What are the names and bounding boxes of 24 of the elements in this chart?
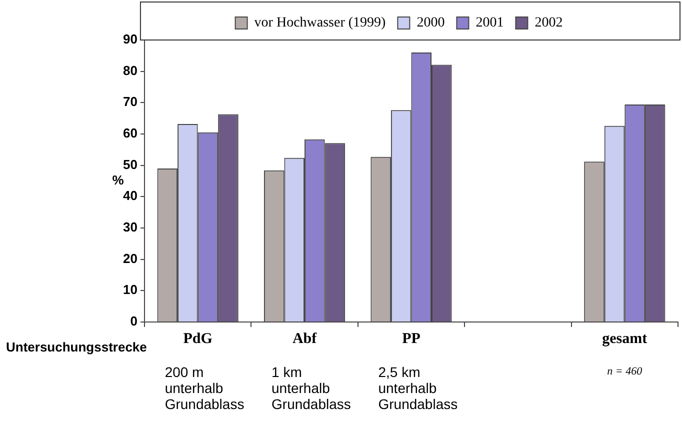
y-tick-label: 10 — [122, 282, 138, 298]
y-tick-label: 0 — [130, 314, 138, 329]
y-tick-label: 60 — [122, 126, 138, 141]
x-tick-label: Abf — [292, 330, 318, 347]
y-tick-label: 20 — [122, 250, 138, 266]
legend-label: 2002 — [534, 16, 563, 31]
x-tick-label: gesamt — [602, 330, 648, 347]
y-tick-label: 80 — [122, 62, 138, 78]
y-tick-label: 40 — [122, 188, 138, 204]
x-tick-label: PP — [402, 330, 420, 347]
y-tick-label: 70 — [122, 94, 138, 110]
text: 2,5 km unterhalb Grundablass — [378, 364, 458, 412]
y-axis-title: % — [112, 172, 124, 188]
legend-label: 2001 — [476, 16, 504, 31]
y-tick-label: 90 — [122, 32, 138, 47]
x-tick-label: PdG — [183, 330, 213, 347]
legend-label: 2000 — [416, 16, 445, 31]
x-axis-title: Untersuchungsstrecke — [6, 340, 147, 355]
text: 200 m unterhalb Grundablass — [164, 364, 244, 412]
text: 1 km unterhalb Grundablass — [272, 364, 351, 412]
legend-label: vor Hochwasser (1999) — [254, 16, 386, 31]
y-tick-label: 30 — [122, 220, 138, 235]
y-tick-label: 50 — [122, 156, 138, 172]
text: n = 460 — [607, 365, 643, 378]
